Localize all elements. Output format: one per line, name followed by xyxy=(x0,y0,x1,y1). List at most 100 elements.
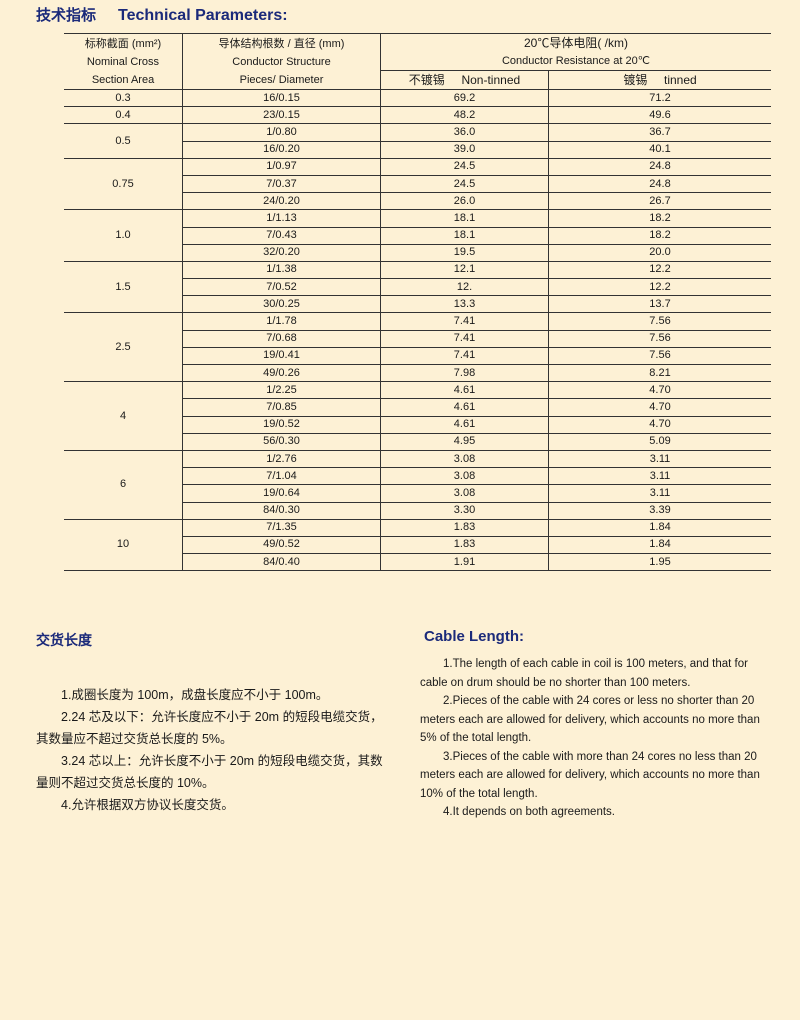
header-area-cn: 标称截面 (mm²) xyxy=(84,37,162,50)
cell-structure: 19/0.41 xyxy=(182,346,381,365)
cell-structure: 7/0.52 xyxy=(182,278,381,296)
cell-area: 0.75 xyxy=(64,157,183,210)
cell-non-tinned: 7.41 xyxy=(380,329,549,348)
cell-non-tinned: 7.41 xyxy=(380,312,549,331)
cell-structure: 24/0.20 xyxy=(182,192,381,210)
table-row: 19/0.41 7.41 7.56 xyxy=(64,346,771,365)
technical-parameters-table: 标称截面 (mm²) Nominal Cross Section Area 导体… xyxy=(64,33,771,572)
header-tinned: 镀锡 tinned xyxy=(548,70,771,90)
cell-non-tinned: 4.61 xyxy=(380,398,549,417)
cell-tinned: 1.95 xyxy=(548,553,771,572)
cell-structure: 49/0.26 xyxy=(182,363,381,382)
title-en: Technical Parameters: xyxy=(118,7,288,24)
cell-non-tinned: 4.61 xyxy=(380,415,549,434)
cell-structure: 7/0.43 xyxy=(182,226,381,245)
cell-structure: 49/0.52 xyxy=(182,535,381,554)
cell-structure: 1/1.78 xyxy=(182,312,381,331)
header-structure-cn: 导体结构根数 / 直径 (mm) xyxy=(218,37,345,50)
cell-tinned: 4.70 xyxy=(548,415,771,434)
cell-non-tinned: 1.83 xyxy=(380,535,549,554)
cell-tinned: 71.2 xyxy=(548,88,771,107)
cell-structure: 1/2.76 xyxy=(182,449,381,468)
cell-non-tinned: 69.2 xyxy=(380,88,549,107)
cell-non-tinned: 36.0 xyxy=(380,123,549,142)
table-row: 6 1/2.76 3.08 3.11 xyxy=(64,449,771,520)
cell-structure: 30/0.25 xyxy=(182,295,381,313)
table-row: 32/0.20 19.5 20.0 xyxy=(64,243,771,262)
cell-tinned: 18.2 xyxy=(548,226,771,245)
cell-area: 10 xyxy=(64,518,183,572)
cell-non-tinned: 4.61 xyxy=(380,381,549,399)
table-row: 0.3 16/0.15 69.2 71.2 xyxy=(64,88,771,107)
cell-non-tinned: 12. xyxy=(380,278,549,296)
cell-structure: 7/1.04 xyxy=(182,467,381,485)
en-section-body: 1.The length of each cable in coil is 10… xyxy=(420,655,772,822)
cell-structure: 7/0.85 xyxy=(182,398,381,417)
cell-tinned: 3.11 xyxy=(548,467,771,485)
cell-non-tinned: 1.83 xyxy=(380,518,549,537)
cn-item: 4.允许根据双方协议长度交货。 xyxy=(61,798,234,812)
table-row: 49/0.52 1.83 1.84 xyxy=(64,535,771,554)
table-row: 24/0.20 26.0 26.7 xyxy=(64,192,771,210)
cell-area: 4 xyxy=(64,381,183,451)
cell-tinned: 12.2 xyxy=(548,278,771,296)
table-row: 30/0.25 13.3 13.7 xyxy=(64,295,771,313)
cell-area: 2.5 xyxy=(64,312,183,382)
page-title: 技术指标 Technical Parameters: xyxy=(36,4,288,25)
cell-non-tinned: 13.3 xyxy=(380,295,549,313)
cell-area: 0.4 xyxy=(64,106,183,124)
table-row: 10 7/1.35 1.83 1.84 xyxy=(64,518,771,572)
cell-tinned: 24.8 xyxy=(548,174,771,193)
cell-non-tinned: 3.08 xyxy=(380,484,549,502)
header-non-tinned: 不镀锡 Non-tinned xyxy=(380,70,549,90)
cn-section-heading: 交货长度 xyxy=(36,632,92,648)
cell-tinned: 49.6 xyxy=(548,106,771,124)
table-row: 0.4 23/0.15 48.2 49.6 xyxy=(64,106,771,124)
cell-tinned: 3.39 xyxy=(548,501,771,520)
header-resistance: 20℃导体电阻( /km) Conductor Resistance at 20… xyxy=(380,33,771,71)
table-body: 0.3 16/0.15 69.2 71.2 0.4 23/0.15 48.2 49.6 0.5 1… xyxy=(64,88,771,572)
cell-non-tinned: 3.30 xyxy=(380,501,549,520)
cell-tinned: 40.1 xyxy=(548,140,771,159)
cell-non-tinned: 4.95 xyxy=(380,432,549,451)
cell-non-tinned: 19.5 xyxy=(380,243,549,262)
cell-area: 0.5 xyxy=(64,123,183,159)
cn-item: 1.成圈长度为 100m，成盘长度应不小于 100m。 xyxy=(61,688,329,702)
cell-tinned: 3.11 xyxy=(548,449,771,468)
cell-structure: 19/0.64 xyxy=(182,484,381,502)
table-row: 4 1/2.25 4.61 4.70 xyxy=(64,381,771,451)
cell-tinned: 18.2 xyxy=(548,209,771,227)
cell-structure: 16/0.20 xyxy=(182,140,381,159)
cell-tinned: 13.7 xyxy=(548,295,771,313)
cell-area: 1.5 xyxy=(64,260,183,313)
en-item: 1.The length of each cable in coil is 10… xyxy=(420,658,748,689)
cell-tinned: 8.21 xyxy=(548,363,771,382)
cell-structure: 7/1.35 xyxy=(182,518,381,537)
cn-item: 3.24 芯以上：允许长度不小于 20m 的短段电缆交货，其数量则不超过交货总长… xyxy=(36,754,383,790)
table-row: 7/0.43 18.1 18.2 xyxy=(64,226,771,245)
table-row: 1.5 1/1.38 12.1 12.2 xyxy=(64,260,771,313)
cell-structure: 1/0.97 xyxy=(182,157,381,176)
cell-area: 1.0 xyxy=(64,209,183,262)
table-row: 7/1.04 3.08 3.11 xyxy=(64,467,771,485)
cell-non-tinned: 3.08 xyxy=(380,449,549,468)
table-row: 56/0.30 4.95 5.09 xyxy=(64,432,771,451)
header-structure-en1: Conductor Structure xyxy=(232,55,331,68)
header-resistance-en: Conductor Resistance at 20℃ xyxy=(501,55,651,67)
cell-non-tinned: 26.0 xyxy=(380,192,549,210)
table-row: 19/0.64 3.08 3.11 xyxy=(64,484,771,502)
cell-tinned: 1.84 xyxy=(548,518,771,537)
table-row: 7/0.37 24.5 24.8 xyxy=(64,174,771,193)
cell-non-tinned: 24.5 xyxy=(380,174,549,193)
cell-structure: 16/0.15 xyxy=(182,88,381,107)
cell-structure: 1/0.80 xyxy=(182,123,381,142)
cell-structure: 56/0.30 xyxy=(182,432,381,451)
cell-structure: 84/0.30 xyxy=(182,501,381,520)
cell-tinned: 20.0 xyxy=(548,243,771,262)
cell-non-tinned: 3.08 xyxy=(380,467,549,485)
cell-tinned: 1.84 xyxy=(548,535,771,554)
cell-structure: 1/1.13 xyxy=(182,209,381,227)
cn-item: 2.24 芯及以下：允许长度应不小于 20m 的短段电缆交货，其数量应不超过交货… xyxy=(36,710,383,746)
table-row: 16/0.20 39.0 40.1 xyxy=(64,140,771,159)
